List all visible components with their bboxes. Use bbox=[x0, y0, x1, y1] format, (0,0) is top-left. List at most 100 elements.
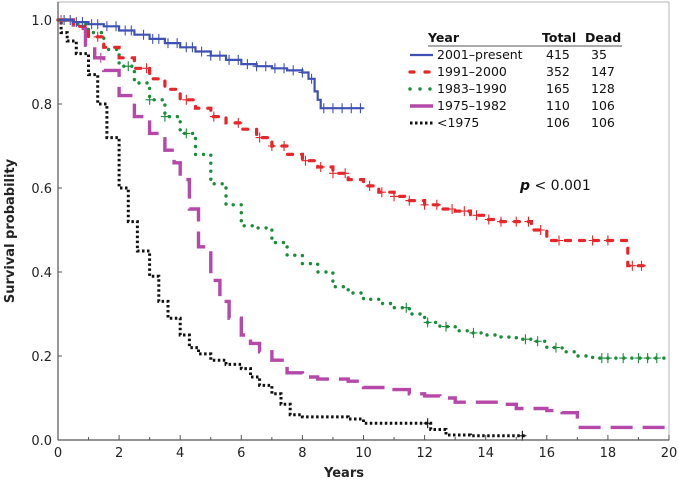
x-tick-label: 14 bbox=[477, 446, 494, 461]
censor-mark bbox=[533, 336, 542, 347]
legend-dead: 147 bbox=[591, 64, 615, 79]
plot-frame bbox=[57, 1, 670, 441]
legend: Year Total Dead 2001–present 415 35 1991–20… bbox=[408, 30, 622, 130]
legend-label: 1975–1982 bbox=[437, 98, 507, 113]
censor-mark bbox=[234, 54, 243, 65]
x-axis-title: Years bbox=[323, 466, 364, 481]
censor-mark bbox=[377, 187, 386, 198]
censor-mark bbox=[127, 25, 136, 36]
series-line-1975-1982 bbox=[58, 18, 669, 430]
x-tick-label: 18 bbox=[600, 446, 617, 461]
censor-mark bbox=[209, 111, 218, 122]
censor-mark bbox=[154, 33, 163, 44]
legend-total: 165 bbox=[546, 81, 570, 96]
censor-mark bbox=[405, 195, 414, 206]
censor-mark bbox=[634, 353, 643, 364]
censor-mark bbox=[512, 216, 521, 227]
censor-mark bbox=[341, 168, 350, 179]
y-tick-label: 0.6 bbox=[31, 182, 52, 197]
censor-mark bbox=[225, 54, 234, 65]
legend-total: 352 bbox=[546, 64, 570, 79]
censor-mark bbox=[188, 42, 197, 53]
x-tick-label: 0 bbox=[54, 446, 62, 461]
censor-mark bbox=[484, 214, 493, 225]
censor-mark bbox=[66, 15, 75, 25]
legend-header-total: Total bbox=[542, 30, 576, 45]
censor-mark bbox=[603, 353, 612, 364]
censor-mark bbox=[652, 353, 661, 364]
series-layer bbox=[56, 15, 671, 441]
censor-mark bbox=[588, 235, 597, 246]
x-tick-label: 16 bbox=[539, 446, 556, 461]
legend-total: 110 bbox=[546, 98, 570, 113]
censor-mark bbox=[280, 63, 289, 74]
censor-mark bbox=[267, 141, 276, 151]
censor-mark bbox=[402, 302, 411, 313]
censor-mark bbox=[78, 17, 87, 28]
censor-mark bbox=[441, 321, 450, 332]
legend-label: <1975 bbox=[437, 115, 479, 130]
censor-mark bbox=[252, 61, 261, 72]
censor-mark bbox=[603, 235, 612, 246]
legend-dead: 35 bbox=[591, 47, 607, 62]
censor-mark bbox=[307, 73, 316, 84]
censor-mark bbox=[206, 50, 215, 61]
x-tick-label: 10 bbox=[355, 446, 372, 461]
censor-mark bbox=[347, 103, 356, 114]
y-tick-label: 1.0 bbox=[31, 14, 52, 29]
censor-mark bbox=[93, 19, 102, 30]
censor-mark bbox=[524, 216, 533, 227]
censor-mark bbox=[197, 46, 206, 57]
censor-mark bbox=[521, 334, 530, 345]
censor-mark bbox=[215, 50, 224, 61]
censor-mark bbox=[142, 63, 151, 74]
censor-mark bbox=[551, 342, 560, 353]
censor-mark bbox=[356, 103, 365, 114]
series-line-1975 bbox=[58, 18, 526, 438]
censor-mark bbox=[637, 260, 646, 271]
censor-mark bbox=[365, 180, 374, 191]
x-axis-ticks: 0 2 4 6 8 10 12 14 16 18 20 bbox=[54, 435, 677, 461]
legend-label: 1991–2000 bbox=[437, 64, 507, 79]
censor-mark bbox=[518, 430, 527, 441]
censor-mark bbox=[496, 216, 505, 227]
y-axis-title: Survival probability bbox=[3, 158, 18, 303]
x-tick-label: 4 bbox=[176, 446, 184, 461]
y-axis-ticks: 0.0 0.2 0.4 0.6 0.8 1.0 bbox=[31, 14, 62, 449]
censor-mark bbox=[316, 162, 325, 172]
legend-header-dead: Dead bbox=[585, 30, 621, 45]
p-value-annotation: p < 0.001 bbox=[519, 178, 591, 194]
censor-mark bbox=[619, 353, 628, 364]
censor-mark bbox=[102, 21, 111, 32]
legend-header-year: Year bbox=[427, 30, 460, 45]
censor-mark bbox=[255, 132, 264, 143]
censor-mark bbox=[448, 204, 457, 214]
censor-mark bbox=[423, 418, 432, 429]
censor-mark bbox=[460, 206, 469, 217]
x-tick-label: 2 bbox=[115, 446, 123, 461]
x-tick-label: 12 bbox=[416, 446, 433, 461]
censor-mark bbox=[536, 225, 545, 235]
censor-mark bbox=[319, 103, 328, 114]
censor-mark bbox=[280, 141, 289, 151]
x-tick-label: 20 bbox=[661, 446, 678, 461]
legend-total: 415 bbox=[546, 47, 570, 62]
censor-mark bbox=[160, 111, 169, 122]
x-tick-label: 8 bbox=[298, 446, 306, 461]
censor-mark bbox=[301, 155, 310, 166]
censor-mark bbox=[93, 31, 102, 42]
censor-mark bbox=[643, 353, 652, 364]
censor-mark bbox=[182, 128, 191, 139]
p-symbol: p bbox=[519, 178, 530, 194]
censor-mark bbox=[112, 21, 121, 32]
legend-rows: 2001–present 415 35 1991–2000 352 147 1983–199… bbox=[408, 47, 615, 130]
legend-label: 1983–1990 bbox=[437, 81, 507, 96]
censor-mark bbox=[298, 67, 307, 78]
x-tick-label: 6 bbox=[237, 446, 245, 461]
censor-mark bbox=[338, 103, 347, 114]
y-tick-label: 0.0 bbox=[31, 434, 52, 449]
censor-mark bbox=[124, 61, 133, 72]
legend-dead: 106 bbox=[591, 98, 615, 113]
y-tick-label: 0.4 bbox=[31, 266, 52, 281]
